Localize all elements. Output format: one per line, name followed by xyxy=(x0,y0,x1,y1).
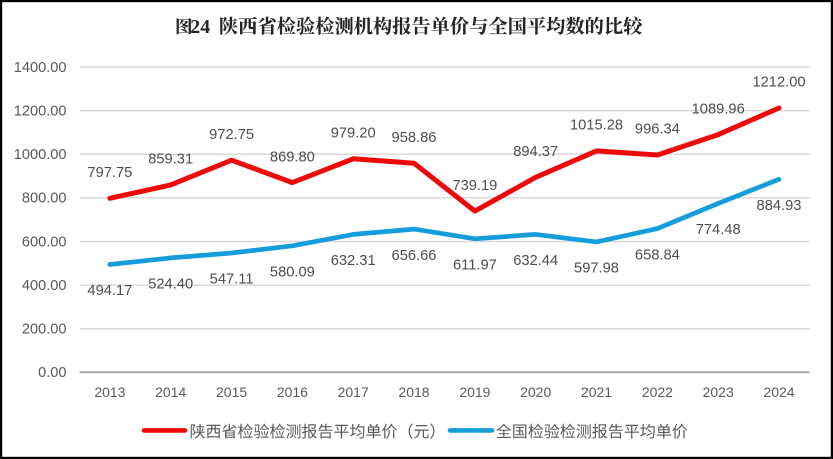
svg-text:958.86: 958.86 xyxy=(392,130,437,146)
svg-text:2018: 2018 xyxy=(398,384,429,400)
svg-text:1000.00: 1000.00 xyxy=(14,147,67,163)
svg-text:2023: 2023 xyxy=(703,384,734,400)
svg-text:2020: 2020 xyxy=(520,384,551,400)
svg-text:869.80: 869.80 xyxy=(270,149,315,165)
svg-text:2017: 2017 xyxy=(338,384,369,400)
svg-text:524.40: 524.40 xyxy=(148,277,193,293)
svg-text:2024: 2024 xyxy=(763,384,794,400)
svg-text:894.37: 894.37 xyxy=(513,144,558,160)
svg-text:2015: 2015 xyxy=(216,384,247,400)
svg-text:580.09: 580.09 xyxy=(270,265,315,281)
svg-text:1015.28: 1015.28 xyxy=(570,118,623,134)
svg-text:200.00: 200.00 xyxy=(22,322,67,338)
svg-text:859.31: 859.31 xyxy=(148,152,193,168)
svg-text:632.31: 632.31 xyxy=(331,253,376,269)
svg-text:600.00: 600.00 xyxy=(22,234,67,250)
svg-text:979.20: 979.20 xyxy=(331,126,376,142)
svg-text:797.75: 797.75 xyxy=(87,165,132,181)
svg-text:658.84: 658.84 xyxy=(635,247,680,263)
svg-text:400.00: 400.00 xyxy=(22,278,67,294)
svg-text:597.98: 597.98 xyxy=(574,261,619,277)
svg-text:2016: 2016 xyxy=(277,384,308,400)
svg-text:972.75: 972.75 xyxy=(209,127,254,143)
svg-text:884.93: 884.93 xyxy=(757,198,802,214)
svg-text:2019: 2019 xyxy=(459,384,490,400)
svg-text:656.66: 656.66 xyxy=(392,248,437,264)
svg-text:2021: 2021 xyxy=(581,384,612,400)
svg-text:2013: 2013 xyxy=(94,384,125,400)
svg-text:800.00: 800.00 xyxy=(22,191,67,207)
svg-text:0.00: 0.00 xyxy=(38,365,66,381)
svg-text:2022: 2022 xyxy=(642,384,673,400)
svg-text:996.34: 996.34 xyxy=(635,122,680,138)
svg-text:547.11: 547.11 xyxy=(210,272,254,288)
svg-text:611.97: 611.97 xyxy=(453,258,497,274)
svg-text:1200.00: 1200.00 xyxy=(14,103,67,119)
svg-text:1400.00: 1400.00 xyxy=(14,60,67,76)
svg-text:774.48: 774.48 xyxy=(696,222,741,238)
svg-text:1212.00: 1212.00 xyxy=(752,75,805,91)
svg-text:632.44: 632.44 xyxy=(513,253,558,269)
svg-text:2014: 2014 xyxy=(155,384,186,400)
svg-text:1089.96: 1089.96 xyxy=(692,101,745,117)
svg-text:24: 24 xyxy=(190,16,210,38)
svg-text:739.19: 739.19 xyxy=(452,178,497,194)
svg-text:494.17: 494.17 xyxy=(87,283,132,299)
